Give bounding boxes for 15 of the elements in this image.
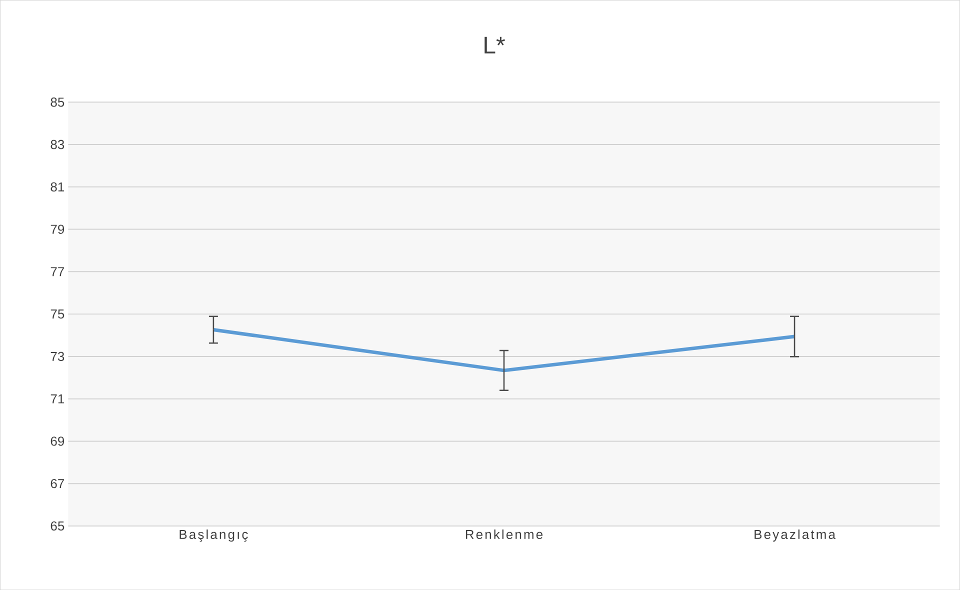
y-tick-label: 69	[50, 436, 64, 446]
y-tick-label: 81	[50, 182, 64, 192]
y-tick-label: 77	[50, 267, 64, 276]
x-tick-label: Renklenme	[466, 529, 543, 539]
y-tick-label: 71	[50, 394, 64, 404]
x-tick-label: Başlangıç	[180, 529, 248, 542]
y-tick-label: 73	[50, 352, 64, 361]
y-tick-label: 79	[50, 224, 64, 234]
y-tick-label: 83	[50, 140, 64, 150]
y-tick-label: 75	[50, 309, 64, 319]
y-tick-label: 65	[50, 521, 64, 531]
chart-title: L*	[484, 36, 505, 54]
y-tick-label: 85	[50, 97, 64, 107]
x-tick-label: Beyazlatma	[754, 529, 836, 542]
y-tick-label: 67	[50, 478, 64, 488]
